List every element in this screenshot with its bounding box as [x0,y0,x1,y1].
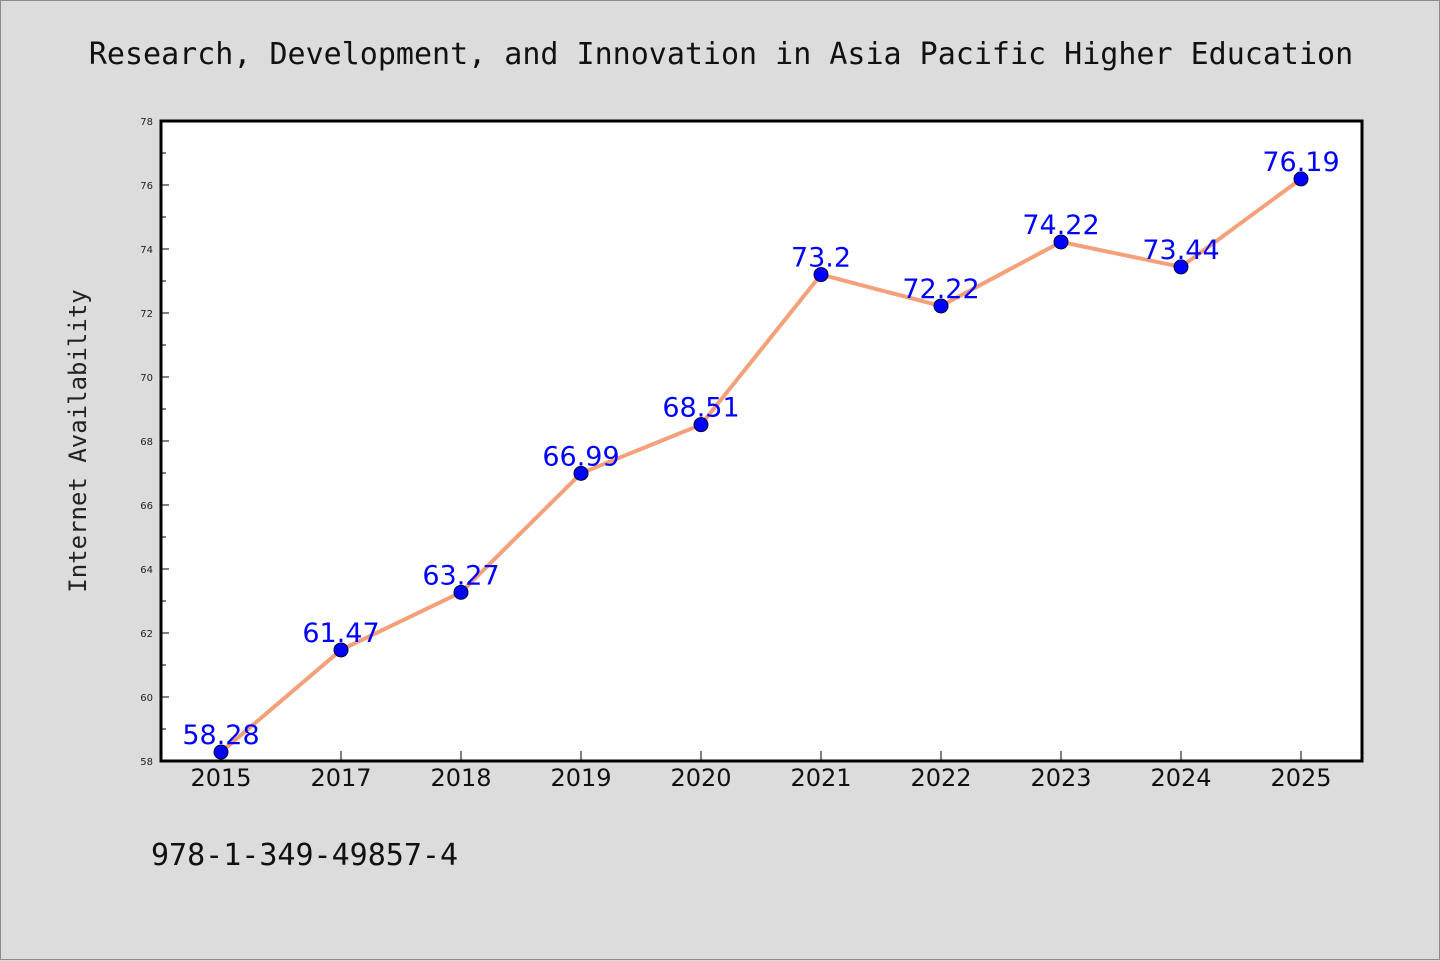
data-label: 63.27 [422,560,499,591]
x-tick-label: 2022 [910,764,971,792]
y-tick-label: 76 [140,181,153,192]
series-group [213,171,1309,760]
x-tick-label: 2020 [670,764,731,792]
chart-title: Research, Development, and Innovation in… [89,37,1353,72]
data-point [813,267,829,283]
data-point [933,298,949,314]
x-tick-label: 2023 [1030,764,1091,792]
data-label: 76.19 [1262,147,1339,178]
y-tick-label: 74 [140,245,153,256]
y-tick-label: 62 [140,629,153,640]
y-tick-label: 70 [140,373,153,384]
x-tick-label: 2015 [190,764,251,792]
data-labels: 58.28 61.47 63.27 66.99 68.51 73.2 72.22 74.22 7… [182,147,1339,751]
data-label: 73.2 [791,243,851,274]
y-axis-label: Internet Availability [64,289,92,592]
y-tick-label: 66 [140,501,153,512]
data-label: 58.28 [182,720,259,751]
x-tick-label: 2024 [1150,764,1211,792]
x-tick-label: 2018 [430,764,491,792]
data-point [573,465,589,481]
data-label: 66.99 [542,441,619,472]
y-tick-label: 64 [140,565,153,576]
y-axis: 58 60 62 64 66 68 70 72 74 76 78 [140,117,169,768]
data-label: 61.47 [302,618,379,649]
x-tick-label: 2021 [790,764,851,792]
data-label: 72.22 [902,274,979,305]
data-point [1053,234,1069,250]
data-label: 68.51 [662,393,739,424]
x-axis: 2015 2017 2018 2019 2020 2021 2022 2023 2024 2025 [190,751,1332,792]
x-tick-label: 2017 [310,764,371,792]
data-point [213,744,229,760]
data-point [1173,259,1189,275]
data-label: 74.22 [1022,210,1099,241]
plot-area [159,119,1364,763]
y-tick-label: 72 [140,309,153,320]
data-point [453,584,469,600]
y-tick-label: 78 [140,117,153,128]
series-line [219,177,1303,754]
isbn-footnote: 978-1-349-49857-4 [151,838,458,873]
x-tick-label: 2025 [1270,764,1331,792]
y-tick-label: 68 [140,437,153,448]
data-label: 73.44 [1142,235,1219,266]
y-tick-label: 60 [140,693,153,704]
data-point [333,642,349,658]
data-point [1293,171,1309,187]
x-tick-label: 2019 [550,764,611,792]
y-tick-label: 58 [140,757,153,768]
data-point [693,417,709,433]
